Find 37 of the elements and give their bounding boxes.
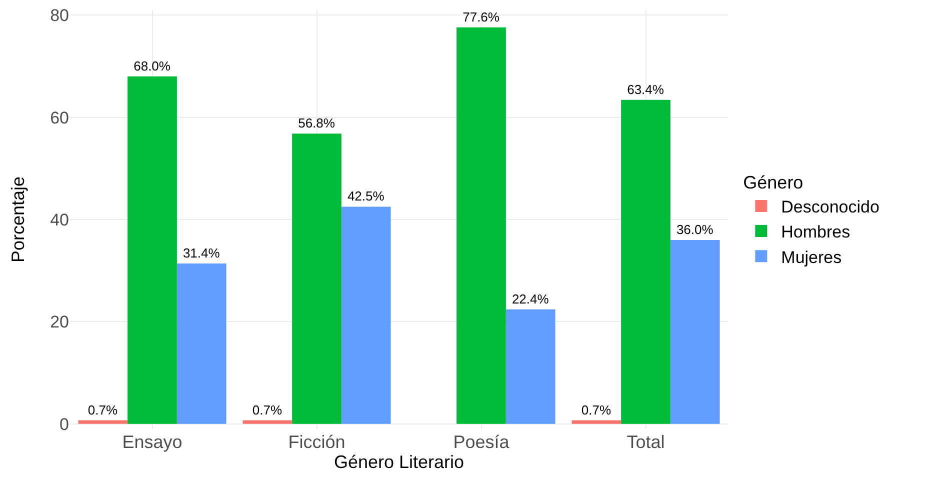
data-label: 0.7% — [252, 402, 282, 418]
legend-label: Mujeres — [781, 248, 842, 267]
y-tick-label: 40 — [50, 210, 69, 230]
data-label: 0.7% — [581, 402, 612, 418]
y-tick-label: 60 — [50, 108, 69, 128]
bar — [78, 420, 128, 424]
legend-label: Hombres — [781, 222, 850, 242]
bar — [506, 309, 556, 424]
bar — [621, 100, 670, 424]
data-label: 63.4% — [627, 82, 664, 97]
y-tick-label: 0 — [60, 414, 69, 434]
data-label: 42.5% — [347, 188, 385, 204]
data-label: 68.0% — [134, 58, 171, 74]
x-tick-label: Ficción — [288, 432, 346, 452]
bar — [341, 206, 391, 424]
bar — [292, 134, 342, 424]
y-axis-title: Porcentaje — [8, 176, 28, 263]
bar — [242, 420, 292, 424]
data-label: 36.0% — [676, 222, 714, 237]
bar — [456, 27, 506, 424]
bar — [670, 240, 720, 424]
bar — [176, 263, 226, 424]
y-tick-label: 80 — [50, 6, 69, 26]
data-label: 56.8% — [298, 116, 336, 131]
y-tick-label: 20 — [50, 312, 69, 332]
legend-title: Género — [743, 172, 804, 192]
x-tick-label: Ensayo — [122, 432, 182, 452]
data-label: 22.4% — [512, 291, 550, 306]
bar — [572, 420, 622, 424]
data-label: 31.4% — [182, 245, 220, 260]
bar — [128, 76, 177, 424]
x-axis-title: Género Literario — [334, 452, 464, 472]
data-label: 0.7% — [88, 402, 118, 418]
legend-label: Desconocido — [781, 198, 880, 217]
x-tick-label: Poesía — [453, 432, 510, 452]
x-tick-label: Total — [626, 432, 665, 452]
data-label: 77.6% — [462, 9, 500, 24]
